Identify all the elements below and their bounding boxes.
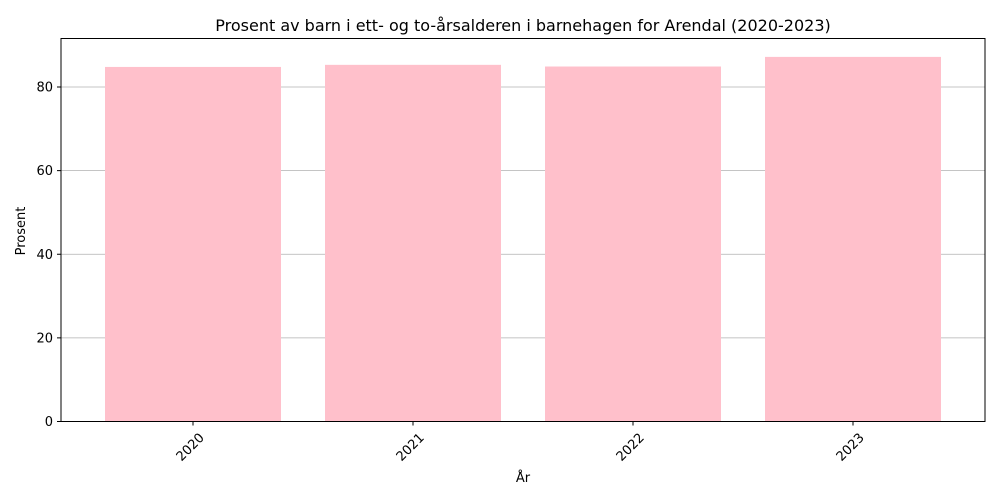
y-tick-label: 0 (45, 415, 53, 430)
bar-2022 (545, 66, 721, 422)
y-axis-label: Prosent (14, 207, 29, 256)
x-axis-label: År (516, 470, 531, 486)
bar-2023 (765, 56, 941, 422)
plot-frame (60, 38, 986, 422)
bar-2021 (325, 64, 501, 422)
y-axis-ticks: 0 20 40 60 80 (36, 81, 61, 430)
y-tick-label: 40 (36, 248, 53, 263)
bars (105, 56, 941, 422)
x-tick-label: 2022 (614, 431, 648, 465)
x-tick-label: 2021 (394, 431, 428, 465)
x-axis-ticks: 2020 2021 2022 2023 (174, 421, 868, 465)
y-tick-label: 20 (36, 331, 53, 346)
y-tick-label: 80 (36, 81, 53, 96)
y-tick-label: 60 (36, 164, 53, 179)
bar-2020 (105, 66, 281, 422)
chart-title: Prosent av barn i ett- og to-årsalderen … (215, 16, 831, 35)
x-tick-label: 2023 (834, 431, 868, 465)
x-tick-label: 2020 (174, 431, 208, 465)
